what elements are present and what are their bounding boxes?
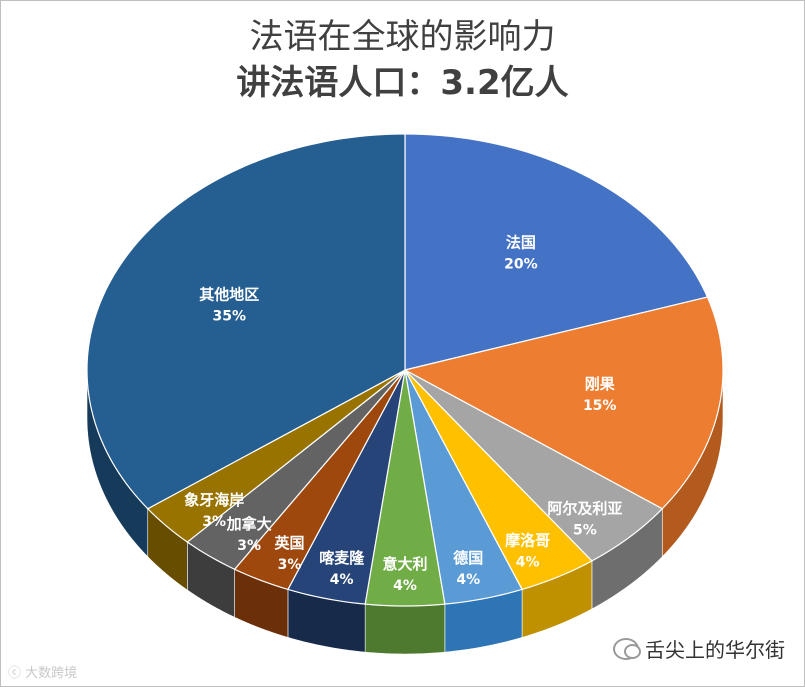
chart-title: 法语在全球的影响力 — [249, 17, 556, 57]
pie-slice-5 — [364, 369, 446, 607]
slice-label-9: 象牙海岸 — [184, 491, 244, 509]
slice-value-7: 3% — [278, 557, 302, 573]
slice-label-1: 刚果 — [585, 375, 616, 393]
watermark-left: ⓒ 大数跨境 — [8, 666, 78, 681]
slice-label-5: 意大利 — [382, 555, 427, 573]
pie-slice-4 — [404, 369, 523, 605]
pie-slice-7 — [233, 369, 406, 591]
chart-title-block: 法语在全球的影响力 讲法语人口：3.2亿人 — [0, 14, 805, 106]
slice-label-7: 英国 — [274, 534, 304, 552]
slice-label-10: 其他地区 — [199, 286, 259, 304]
slice-value-5: 4% — [393, 578, 417, 594]
pie-slice-1 — [403, 296, 724, 510]
slice-value-9: 3% — [202, 514, 226, 530]
slice-label-8: 加拿大 — [226, 515, 272, 533]
slice-label-3: 摩洛哥 — [505, 531, 550, 549]
wechat-icon — [613, 637, 641, 660]
slice-value-6: 4% — [330, 572, 354, 588]
slice-value-0: 20% — [504, 257, 538, 273]
slice-value-2: 5% — [573, 523, 597, 539]
slice-value-3: 4% — [516, 554, 540, 570]
slice-value-1: 15% — [583, 398, 617, 414]
slice-label-6: 喀麦隆 — [319, 549, 365, 567]
slice-value-8: 3% — [237, 538, 261, 554]
slice-label-2: 阿尔及利亚 — [547, 500, 622, 518]
watermark-right: 舌尖上的华尔街 — [607, 632, 791, 665]
pie-side-5 — [364, 603, 446, 655]
watermark-right-text: 舌尖上的华尔街 — [645, 638, 785, 662]
slice-label-4: 德国 — [453, 549, 483, 567]
slice-value-10: 35% — [213, 309, 247, 325]
slice-value-4: 4% — [456, 572, 480, 588]
slice-label-0: 法国 — [506, 234, 536, 252]
pie-slice-6 — [287, 369, 406, 605]
pie-slice-3 — [404, 369, 593, 591]
pie-slice-8 — [186, 369, 406, 571]
pie-slice-2 — [404, 369, 664, 562]
chart-subtitle: 讲法语人口：3.2亿人 — [236, 63, 569, 103]
pie-slice-10 — [86, 133, 406, 510]
pie-slice-0 — [404, 133, 709, 371]
pie-slice-9 — [146, 369, 406, 543]
